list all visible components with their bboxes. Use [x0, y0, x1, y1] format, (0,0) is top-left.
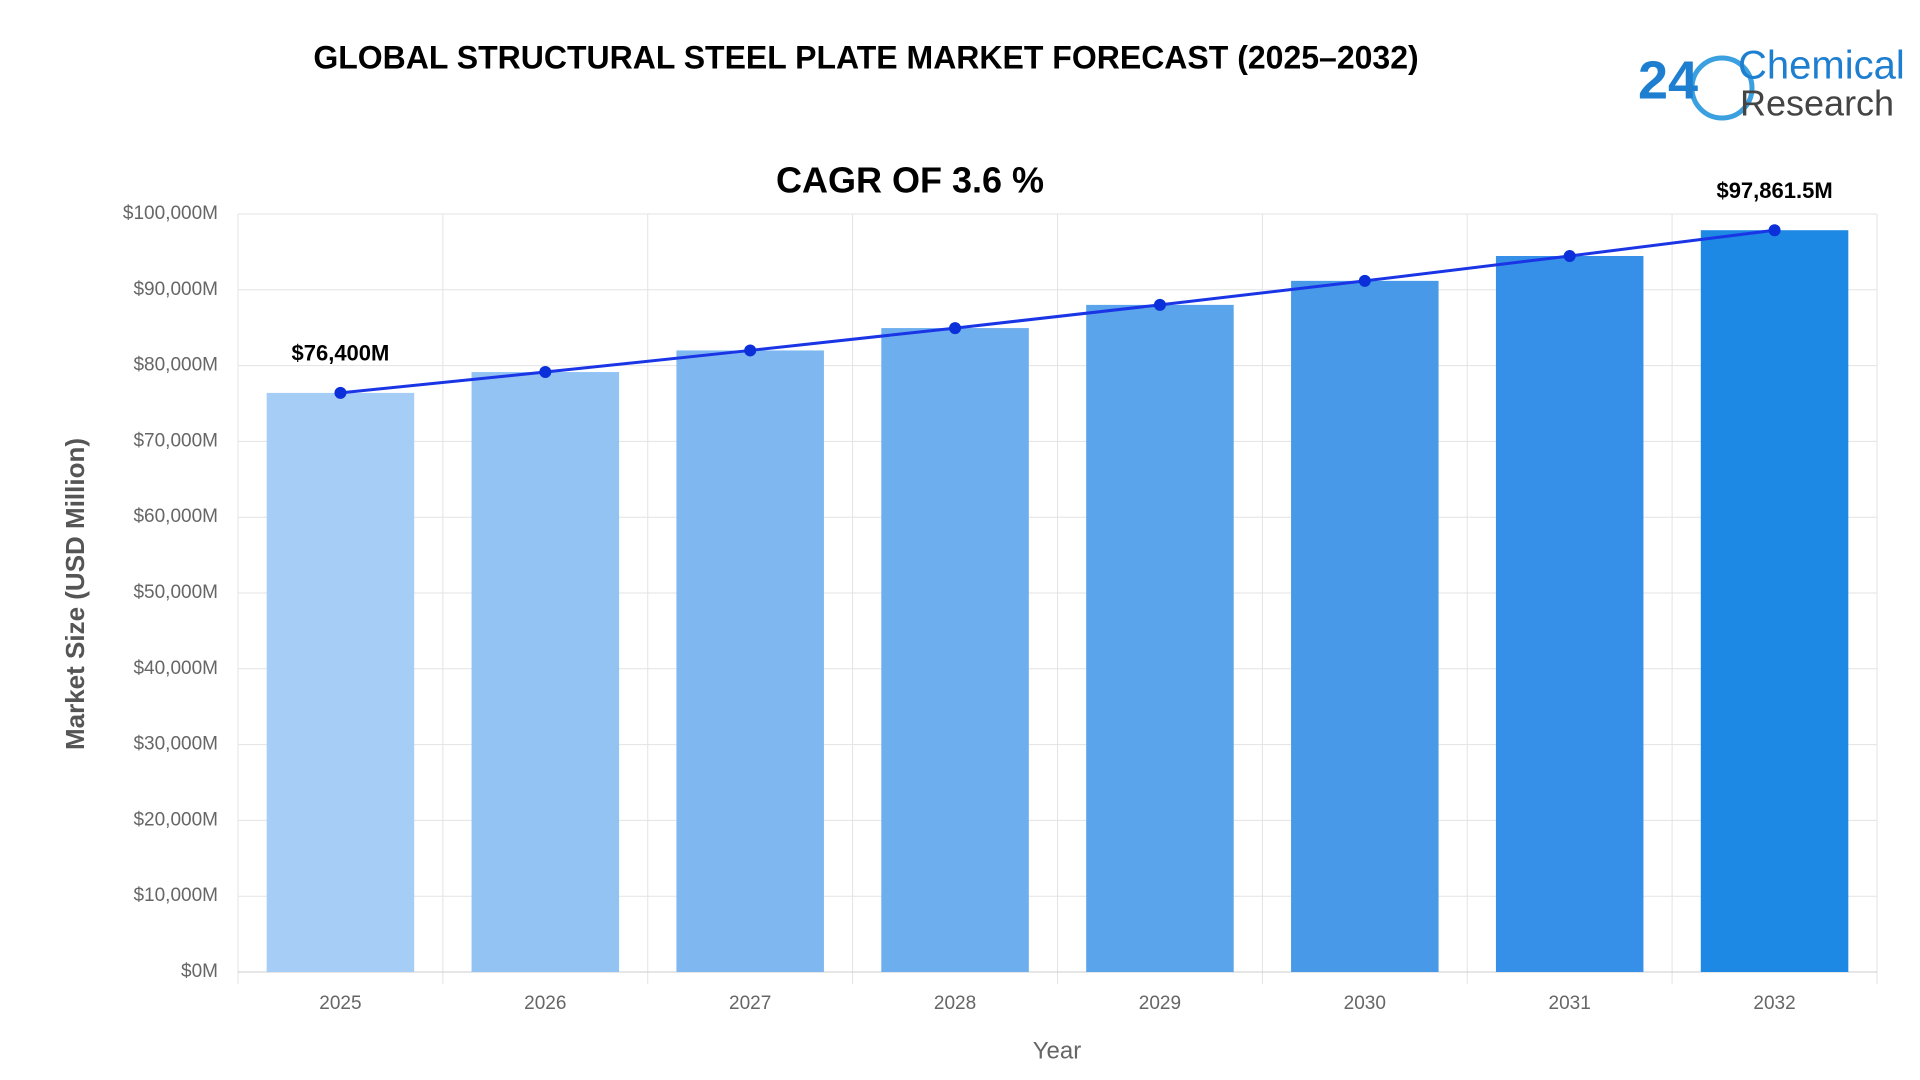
y-tick-label: $20,000M — [133, 809, 218, 830]
x-tick-label: 2031 — [1549, 993, 1591, 1014]
bar — [266, 392, 415, 972]
logo-line1: Chemical — [1738, 44, 1905, 88]
x-tick-label: 2026 — [524, 993, 566, 1014]
trend-point — [949, 322, 962, 335]
trend-point — [1153, 298, 1166, 311]
bar — [1700, 230, 1849, 972]
trend-point — [1358, 274, 1371, 287]
y-tick-label: $60,000M — [133, 506, 218, 527]
trend-point — [1768, 224, 1781, 237]
trend-point — [539, 366, 552, 379]
y-tick-label: $10,000M — [133, 885, 218, 906]
x-tick-label: 2030 — [1344, 993, 1386, 1014]
y-tick-label: $100,000M — [123, 203, 218, 224]
trend-point — [1563, 249, 1576, 262]
y-tick-label: $40,000M — [133, 658, 218, 679]
bar — [1291, 280, 1439, 972]
logo-number: 24 — [1638, 50, 1698, 110]
bar — [1495, 255, 1644, 973]
y-axis-label: Market Size (USD Million) — [60, 438, 90, 750]
y-tick-label: $50,000M — [133, 582, 218, 603]
logo-line2: Research — [1740, 83, 1894, 124]
logo: 24 Chemical Research — [1638, 44, 1905, 124]
value-label: $97,861.5M — [1716, 178, 1832, 203]
bar — [676, 350, 824, 972]
y-tick-label: $80,000M — [133, 355, 218, 376]
trend-point — [744, 344, 757, 357]
bar — [881, 328, 1029, 973]
x-tick-label: 2032 — [1753, 993, 1795, 1014]
bar — [471, 372, 620, 973]
value-label: $76,400M — [292, 341, 390, 366]
chart-subtitle: CAGR OF 3.6 % — [776, 160, 1044, 201]
trend-line — [340, 228, 1775, 395]
x-tick-label: 2029 — [1139, 993, 1181, 1014]
y-tick-label: $0M — [181, 961, 218, 982]
logo-ring — [1689, 55, 1755, 121]
x-tick-label: 2028 — [934, 993, 976, 1014]
bar — [1086, 304, 1234, 973]
x-axis-label: Year — [1033, 1037, 1082, 1064]
y-tick-label: $70,000M — [133, 430, 218, 451]
chart-title: GLOBAL STRUCTURAL STEEL PLATE MARKET FOR… — [313, 39, 1418, 75]
trend-point — [334, 386, 347, 399]
x-tick-label: 2027 — [729, 993, 771, 1014]
y-tick-label: $30,000M — [133, 734, 218, 755]
x-tick-label: 2025 — [319, 993, 361, 1014]
y-tick-label: $90,000M — [133, 279, 218, 300]
